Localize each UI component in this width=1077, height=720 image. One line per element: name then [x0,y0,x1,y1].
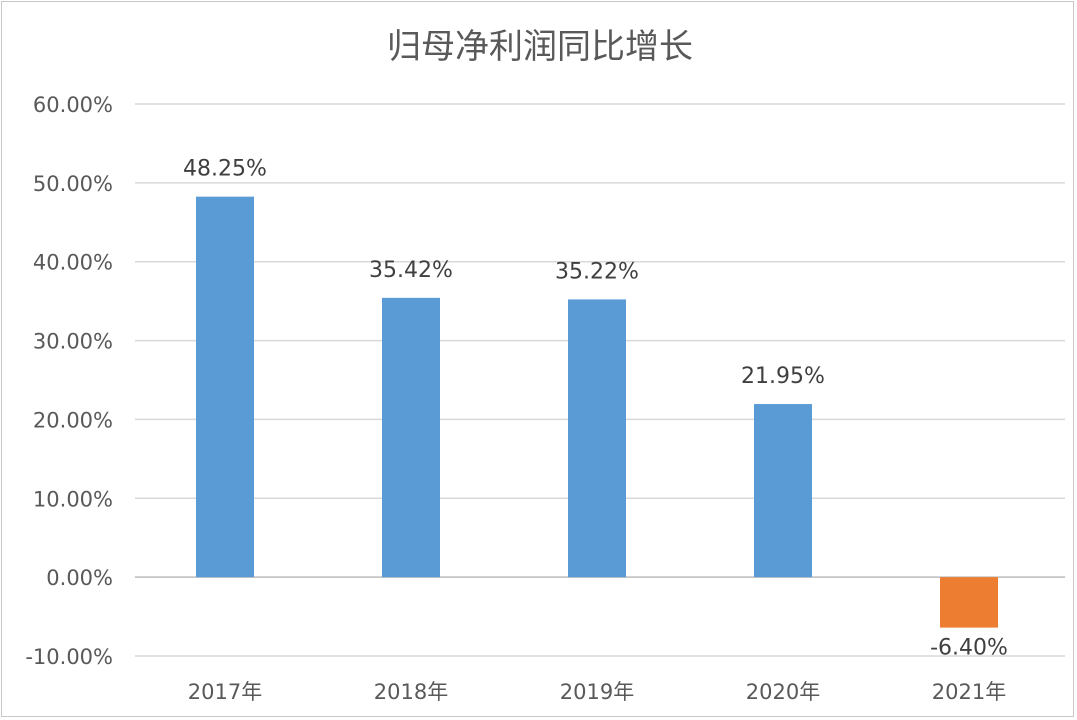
x-tick-label: 2018年 [374,680,448,704]
x-tick-label: 2020年 [746,680,820,704]
x-tick-label: 2017年 [188,680,262,704]
bar [940,577,998,628]
data-label: 21.95% [741,364,825,389]
bar [382,297,440,578]
bar [196,196,254,578]
y-tick-label: 50.00% [33,172,113,196]
y-tick-label: 0.00% [46,566,113,590]
data-label: -6.40% [930,636,1008,661]
data-label: 35.42% [369,258,453,283]
chart-title: 归母净利润同比增长 [387,27,693,67]
x-tick-label: 2019年 [560,680,634,704]
x-tick-label: 2021年 [932,680,1006,704]
data-label: 35.22% [555,259,639,284]
y-tick-label: 20.00% [33,408,113,432]
y-tick-label: 10.00% [33,487,113,511]
y-tick-label: -10.00% [25,645,113,669]
y-tick-label: 40.00% [33,251,113,275]
y-tick-label: 60.00% [33,93,113,117]
bar [568,299,626,578]
data-label: 48.25% [183,157,267,182]
y-tick-label: 30.00% [33,330,113,354]
bar [754,404,812,578]
